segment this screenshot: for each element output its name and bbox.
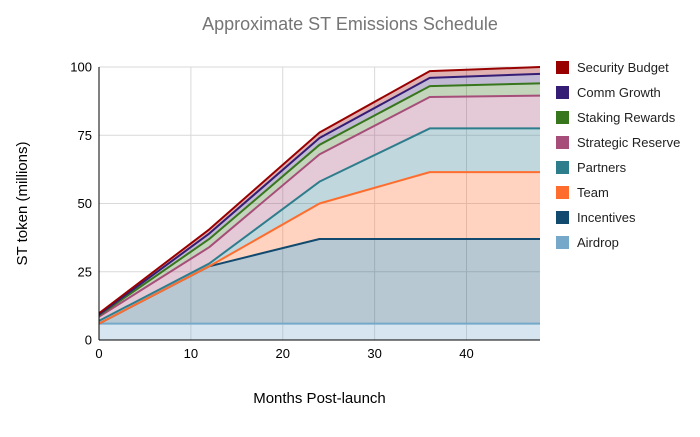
x-tick-label: 10 (184, 346, 198, 361)
legend-label: Incentives (577, 210, 636, 225)
legend-label: Security Budget (577, 60, 669, 75)
x-tick-label: 40 (459, 346, 473, 361)
legend-label: Comm Growth (577, 85, 661, 100)
x-axis-title: Months Post-launch (253, 390, 386, 407)
legend-item-security-budget: Security Budget (556, 60, 698, 75)
series-line-staking-rewards (98, 82, 541, 317)
series-line-security-budget (98, 66, 541, 315)
legend-swatch (556, 186, 569, 199)
legend-swatch (556, 236, 569, 249)
legend-label: Staking Rewards (577, 110, 676, 125)
legend-swatch (556, 61, 569, 74)
area-band-strategic-reserve (99, 95, 540, 321)
y-tick-label: 75 (78, 128, 92, 143)
legend-label: Partners (577, 160, 627, 175)
legend-item-airdrop: Airdrop (556, 235, 698, 250)
series-line-strategic-reserve (98, 94, 541, 318)
legend-label: Airdrop (577, 235, 619, 250)
series-line-partners (98, 127, 540, 322)
legend-swatch (556, 86, 569, 99)
x-tick-label: 20 (276, 346, 290, 361)
x-tick-label: 0 (95, 346, 102, 361)
legend-item-comm-growth: Comm Growth (556, 85, 698, 100)
legend-item-partners: Partners (556, 160, 698, 175)
series-line-team (98, 171, 540, 325)
area-band-partners (99, 128, 540, 324)
legend-item-incentives: Incentives (556, 210, 698, 225)
legend-item-strategic-reserve: Strategic Reserve (556, 135, 698, 150)
y-tick-label: 0 (85, 333, 92, 348)
legend-swatch (556, 211, 569, 224)
area-band-airdrop (99, 323, 540, 340)
y-tick-label: 25 (78, 264, 92, 279)
x-tick-label: 30 (367, 346, 381, 361)
plot-area: 0 25 50 75 100 0 10 20 30 40 (70, 60, 541, 361)
y-axis-title: ST token (millions) (14, 142, 31, 266)
chart-title: Approximate ST Emissions Schedule (202, 14, 498, 34)
legend-swatch (556, 111, 569, 124)
legend-item-staking-rewards: Staking Rewards (556, 110, 698, 125)
area-band-incentives (99, 238, 540, 324)
area-band-team (99, 172, 540, 324)
legend-label: Strategic Reserve (577, 135, 681, 150)
legend-swatch (556, 161, 569, 174)
legend: Security Budget Comm Growth Staking Reward… (556, 60, 698, 261)
y-tick-label: 50 (78, 196, 92, 211)
legend-item-team: Team (556, 185, 698, 200)
y-tick-label: 100 (70, 60, 92, 75)
series-line-comm-growth (98, 72, 541, 316)
legend-label: Team (577, 185, 609, 200)
legend-swatch (556, 136, 569, 149)
